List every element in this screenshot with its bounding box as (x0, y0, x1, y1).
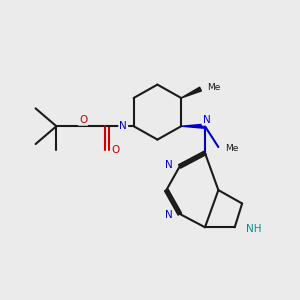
Text: O: O (111, 145, 119, 155)
Polygon shape (181, 124, 205, 128)
Text: NH: NH (246, 224, 262, 234)
Polygon shape (181, 87, 201, 98)
Text: N: N (202, 115, 210, 125)
Text: N: N (119, 121, 127, 131)
Text: O: O (79, 115, 87, 125)
Text: N: N (165, 210, 173, 220)
Text: Me: Me (225, 144, 238, 153)
Text: N: N (165, 160, 173, 170)
Text: Me: Me (207, 83, 220, 92)
